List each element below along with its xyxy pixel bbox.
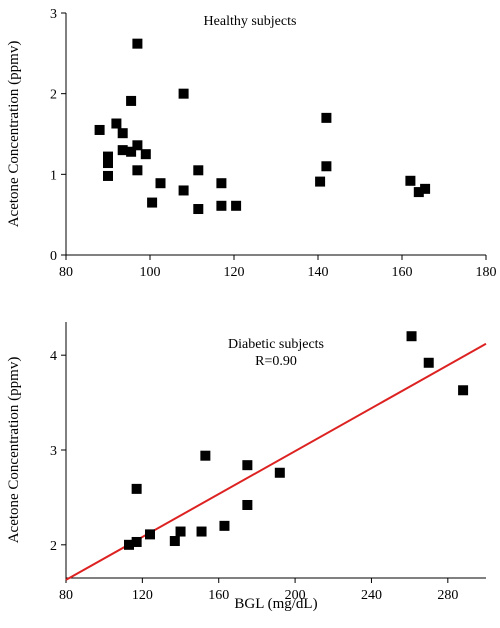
data-point	[131, 536, 142, 547]
data-point	[117, 145, 128, 156]
data-point	[216, 200, 227, 211]
data-point	[413, 187, 424, 198]
data-point	[178, 88, 189, 99]
y-tick-label: 2	[50, 88, 57, 103]
data-point	[458, 385, 469, 396]
annotation-label: Healthy subjects	[204, 14, 297, 29]
y-tick-label: 3	[50, 7, 57, 22]
annotation-label: Diabetic subjects	[228, 337, 324, 352]
y-tick-label: 4	[50, 349, 57, 364]
x-tick-label: 240	[361, 588, 382, 603]
data-point	[321, 161, 332, 172]
x-tick-label: 100	[140, 265, 161, 280]
x-tick-label: 140	[308, 265, 329, 280]
data-point	[140, 149, 151, 160]
data-point	[420, 183, 431, 194]
data-point	[193, 165, 204, 176]
data-point	[193, 204, 204, 215]
data-point	[274, 467, 285, 478]
data-point	[94, 124, 105, 135]
data-point	[242, 499, 253, 510]
x-tick-label: 80	[59, 265, 73, 280]
annotation-label: R=0.90	[255, 354, 297, 369]
x-tick-label: 160	[208, 588, 229, 603]
data-point	[126, 146, 137, 157]
data-point	[103, 170, 113, 181]
data-point	[155, 178, 166, 189]
data-point	[103, 151, 113, 162]
data-point	[111, 118, 122, 129]
data-point	[423, 357, 434, 368]
x-tick-label: 280	[437, 588, 458, 603]
y-tick-label: 3	[50, 444, 57, 459]
x-axis-label: BGL (mg/dL)	[234, 596, 317, 612]
data-point	[126, 95, 137, 106]
y-tick-label: 1	[50, 168, 57, 183]
healthy-subjects-plot: 80 100 120 140 160 180 0 1 2 3 Acetone Concentrati…	[6, 7, 497, 280]
data-point	[315, 176, 326, 187]
data-point	[132, 140, 143, 151]
data-point	[175, 526, 186, 537]
x-tick-label: 160	[392, 265, 413, 280]
y-tick-label: 0	[50, 249, 57, 264]
data-point	[219, 520, 230, 531]
data-point	[321, 112, 332, 123]
data-point	[169, 536, 180, 547]
data-point	[216, 178, 227, 189]
diabetic-subjects-plot: 80 120 160 200 240 280 2 3 4 Acetone Concentratio…	[6, 322, 487, 612]
data-point	[147, 197, 158, 208]
data-point	[242, 460, 253, 471]
x-tick-label: 120	[224, 265, 245, 280]
data-point	[405, 175, 416, 186]
data-point	[145, 529, 155, 540]
data-point	[132, 38, 143, 49]
y-axis-label: Acetone Concentration (ppmv)	[6, 41, 22, 228]
y-axis-label: Acetone Concentration (ppmv)	[6, 357, 22, 544]
data-point	[196, 526, 207, 537]
x-tick-label: 180	[476, 265, 497, 280]
x-tick-label: 200	[285, 588, 306, 603]
data-point	[132, 165, 143, 176]
x-tick-label: 120	[132, 588, 153, 603]
data-point	[200, 450, 211, 461]
data-point	[117, 128, 128, 139]
data-point	[103, 158, 113, 169]
data-point	[124, 539, 134, 550]
data-point	[406, 331, 417, 342]
y-tick-label: 2	[50, 539, 57, 554]
data-point	[178, 185, 189, 196]
data-point	[231, 200, 242, 211]
data-point	[131, 483, 142, 494]
x-tick-label: 80	[59, 588, 73, 603]
